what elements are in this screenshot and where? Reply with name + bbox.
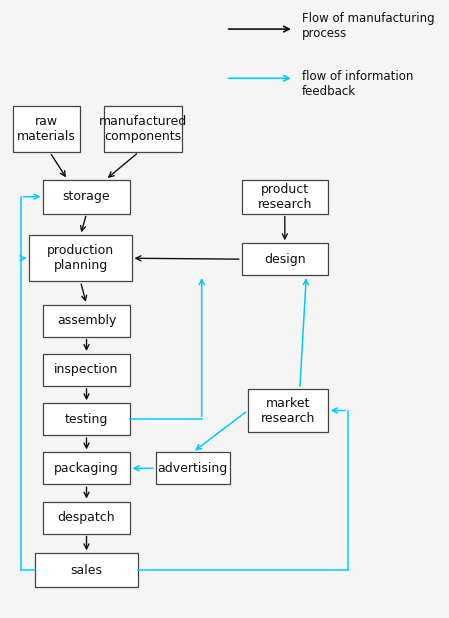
- FancyBboxPatch shape: [13, 106, 79, 152]
- Text: packaging: packaging: [54, 462, 119, 475]
- Text: advertising: advertising: [158, 462, 228, 475]
- Text: product
research: product research: [258, 183, 312, 211]
- FancyBboxPatch shape: [44, 452, 130, 485]
- Text: market
research: market research: [260, 397, 315, 425]
- FancyBboxPatch shape: [44, 403, 130, 435]
- FancyBboxPatch shape: [35, 553, 137, 587]
- FancyBboxPatch shape: [156, 452, 230, 485]
- Text: Flow of manufacturing
process: Flow of manufacturing process: [302, 12, 435, 40]
- Text: assembly: assembly: [57, 314, 116, 327]
- Text: storage: storage: [63, 190, 110, 203]
- Text: raw
materials: raw materials: [17, 115, 76, 143]
- FancyBboxPatch shape: [30, 235, 132, 281]
- Text: design: design: [264, 253, 306, 266]
- FancyBboxPatch shape: [44, 502, 130, 533]
- Text: inspection: inspection: [54, 363, 119, 376]
- FancyBboxPatch shape: [242, 180, 328, 214]
- FancyBboxPatch shape: [242, 243, 328, 275]
- Text: flow of information
feedback: flow of information feedback: [302, 70, 413, 98]
- FancyBboxPatch shape: [104, 106, 182, 152]
- Text: testing: testing: [65, 413, 108, 426]
- Text: manufactured
components: manufactured components: [98, 115, 187, 143]
- FancyBboxPatch shape: [44, 354, 130, 386]
- FancyBboxPatch shape: [44, 180, 130, 214]
- Text: production
planning: production planning: [47, 244, 114, 273]
- FancyBboxPatch shape: [44, 305, 130, 337]
- Text: despatch: despatch: [58, 511, 115, 524]
- Text: sales: sales: [70, 564, 102, 577]
- FancyBboxPatch shape: [248, 389, 328, 432]
